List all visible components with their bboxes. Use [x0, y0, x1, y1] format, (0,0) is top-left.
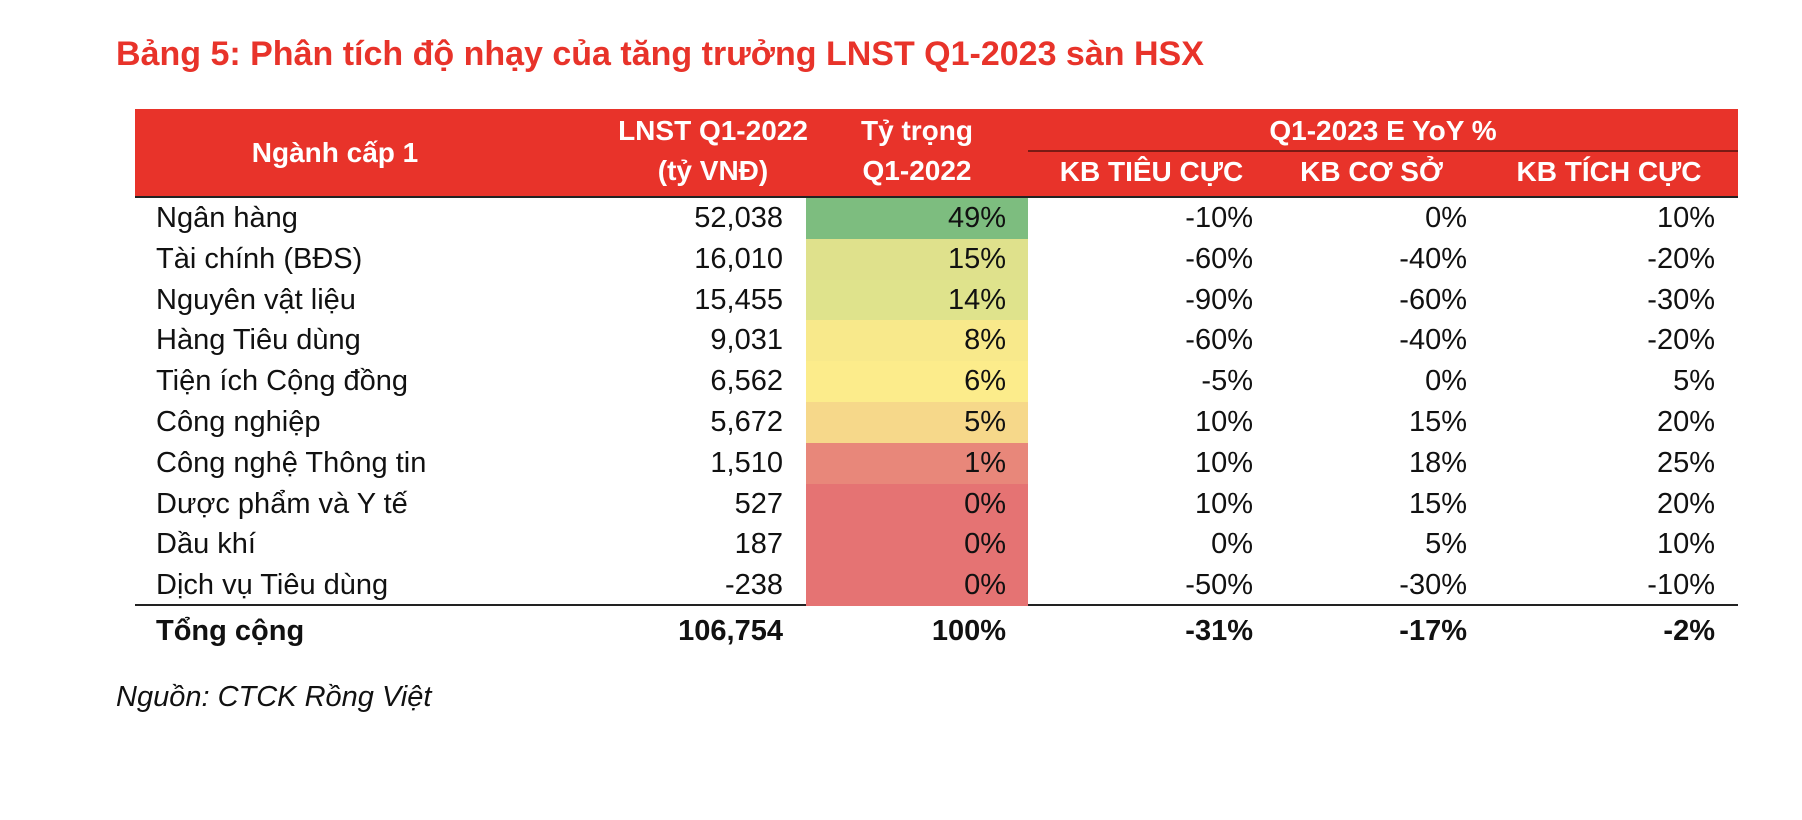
- cell: 0%: [1425, 365, 1467, 398]
- row-label: Dịch vụ Tiêu dùng: [156, 569, 389, 602]
- cell: 0%: [1425, 202, 1467, 234]
- weight-cell: [806, 198, 1028, 239]
- header-cell: LNST Q1-2022: [618, 115, 808, 146]
- weight-cell: [806, 279, 1028, 321]
- row-label: Tài chính (BĐS): [156, 242, 363, 275]
- header-cell: (tỷ VNĐ): [657, 155, 769, 186]
- header-cell: Q1-2023 E YoY %: [1269, 115, 1497, 146]
- cell: -40%: [1399, 324, 1467, 357]
- header-cell: Ngành cấp 1: [251, 137, 419, 168]
- cell: 106,754: [678, 615, 783, 647]
- weight-cell: [806, 524, 1028, 566]
- row-label: Công nghệ Thông tin: [156, 446, 427, 479]
- cell: 15%: [1408, 487, 1467, 520]
- cell: -90%: [1185, 283, 1253, 316]
- cell: -2%: [1663, 615, 1715, 647]
- cell: -60%: [1399, 283, 1467, 316]
- row-label: Nguyên vật liệu: [156, 283, 356, 316]
- header-cell: Tỷ trọng: [861, 115, 973, 146]
- cell: 49%: [947, 202, 1006, 234]
- cell: -50%: [1185, 569, 1253, 602]
- cell: 20%: [1656, 406, 1715, 438]
- row-label: Công nghiệp: [156, 406, 321, 438]
- cell: -30%: [1399, 569, 1467, 602]
- header-divider: [1028, 150, 1738, 152]
- cell: -10%: [1185, 202, 1253, 234]
- cell: -20%: [1647, 242, 1715, 275]
- row-label: Dược phẩm và Y tế: [156, 487, 408, 520]
- cell: 6,562: [710, 365, 783, 398]
- cell: 0%: [1211, 528, 1253, 561]
- cell: 10%: [1656, 528, 1715, 561]
- cell: 0%: [964, 569, 1006, 602]
- header-rule: [135, 196, 1738, 198]
- cell: 10%: [1194, 487, 1253, 520]
- weight-cell: [806, 442, 1028, 484]
- weight-cell: [806, 402, 1028, 443]
- cell: 20%: [1656, 487, 1715, 520]
- row-label: Ngân hàng: [156, 202, 298, 234]
- row-label: Hàng Tiêu dùng: [156, 324, 361, 357]
- cell: 527: [734, 487, 783, 520]
- weight-cell: [806, 361, 1028, 403]
- cell: -60%: [1185, 242, 1253, 275]
- cell: 1,510: [710, 446, 783, 479]
- header-cell: KB CƠ SỞ: [1300, 156, 1443, 187]
- cell: 0%: [964, 528, 1006, 561]
- cell: 18%: [1408, 446, 1467, 479]
- table-title: Bảng 5: Phân tích độ nhạy của tăng trưởn…: [116, 35, 1204, 73]
- weight-cell: [806, 565, 1028, 607]
- cell: -238: [724, 569, 783, 602]
- cell: -20%: [1647, 324, 1715, 357]
- cell: 5,672: [710, 406, 783, 438]
- cell: 10%: [1194, 446, 1253, 479]
- cell: -17%: [1399, 615, 1467, 647]
- weight-cell: [806, 483, 1028, 525]
- cell: 14%: [947, 283, 1006, 316]
- cell: 15%: [1408, 406, 1467, 438]
- cell: 1%: [964, 446, 1006, 479]
- cell: -60%: [1185, 324, 1253, 357]
- cell: 5%: [1425, 528, 1467, 561]
- cell: -30%: [1647, 283, 1715, 316]
- cell: 10%: [1656, 202, 1715, 234]
- cell: 0%: [964, 487, 1006, 520]
- weight-cell: [806, 238, 1028, 280]
- cell: 15%: [947, 242, 1006, 275]
- cell: -40%: [1399, 242, 1467, 275]
- cell: 52,038: [694, 202, 783, 234]
- cell: 9,031: [710, 324, 783, 357]
- cell: 5%: [964, 406, 1006, 438]
- header-cell: Q1-2022: [862, 155, 972, 186]
- cell: 25%: [1656, 446, 1715, 479]
- row-label: Tiện ích Cộng đồng: [156, 365, 409, 398]
- weight-cell: [806, 320, 1028, 362]
- header-background: [135, 109, 1738, 196]
- cell: -31%: [1185, 615, 1253, 647]
- cell: -5%: [1201, 365, 1253, 398]
- cell: 8%: [964, 324, 1006, 357]
- cell: -10%: [1647, 569, 1715, 602]
- cell: 100%: [931, 615, 1006, 647]
- cell: 187: [734, 528, 783, 561]
- cell: 15,455: [694, 283, 783, 316]
- source-note: Nguồn: CTCK Rồng Việt: [116, 681, 432, 713]
- cell: 10%: [1194, 406, 1253, 438]
- cell: 16,010: [694, 242, 783, 275]
- header-cell: KB TÍCH CỰC: [1516, 156, 1702, 187]
- row-label: Tổng cộng: [156, 615, 305, 647]
- header-cell: KB TIÊU CỰC: [1059, 156, 1244, 187]
- cell: 5%: [1673, 365, 1715, 398]
- row-label: Dầu khí: [156, 528, 256, 561]
- cell: 6%: [964, 365, 1006, 398]
